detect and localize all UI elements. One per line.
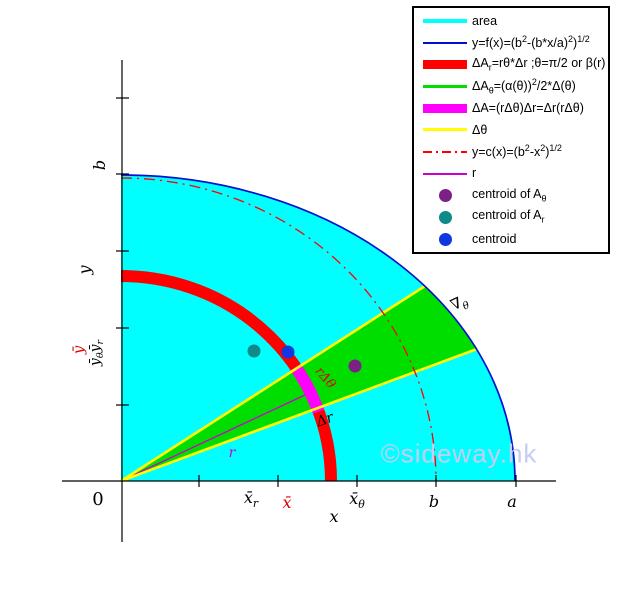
legend-row-centroid-atheta: centroid of Aθ: [414, 185, 608, 206]
centroid-ar-swatch: [438, 210, 452, 224]
cx-dashdot-swatch: [423, 150, 467, 153]
ybar-cluster-label: ȳθȳr: [87, 339, 107, 367]
legend-row-area: area: [414, 10, 608, 31]
y-axis-ticks: [116, 97, 129, 406]
a-tick-label-x: a: [507, 492, 517, 511]
legend-row-dA: ΔA=(rΔθ)Δr=Δr(rΔθ): [414, 98, 608, 119]
ring-area-r: [120, 270, 337, 482]
sector-edge-upper: [120, 284, 426, 483]
dAtheta-line-swatch: [423, 84, 467, 88]
ellipse-curve: [120, 174, 516, 482]
x-axis-ticks: [198, 475, 517, 487]
legend-label: ΔAθ=(α(θ))2/2*Δ(θ): [472, 76, 576, 96]
ybar-label: ȳ: [69, 345, 88, 355]
legend-label: y=c(x)=(b2-x2)1/2: [472, 143, 562, 160]
legend-row-dAtheta: ΔAθ=(α(θ))2/2*Δ(θ): [414, 76, 608, 97]
legend-label: r: [472, 166, 477, 181]
legend-row-cx: y=c(x)=(b2-x2)1/2: [414, 141, 608, 162]
legend-row-dAr: ΔAr=rθ*Δr ;θ=π/2 or β(r): [414, 54, 608, 75]
watermark: ©sideway.hk: [380, 438, 538, 469]
fx-line-swatch: [423, 41, 467, 44]
legend-row-centroid-ar: centroid of Ar: [414, 207, 608, 228]
legend-label: centroid of Aθ: [472, 186, 547, 204]
dtheta-line-swatch: [423, 128, 467, 132]
b-tick-label-y: b: [90, 159, 109, 171]
centroid-dot: [281, 345, 295, 359]
legend-label: centroid of Ar: [472, 208, 545, 225]
legend-label: Δθ: [472, 122, 488, 137]
legend-label: area: [472, 13, 498, 28]
xbar-label: x̄: [282, 493, 292, 512]
r-annotation: r: [228, 445, 236, 461]
sector-edge-lower: [120, 347, 478, 483]
legend-row-dtheta: Δθ: [414, 119, 608, 140]
area-swatch: [423, 18, 467, 23]
centroid-swatch: [438, 232, 452, 246]
legend-label: ΔA=(rΔθ)Δr=Δr(rΔθ): [472, 100, 584, 115]
r-line: [120, 394, 306, 482]
centroid-atheta-swatch: [438, 188, 452, 202]
b-tick-label-x: b: [428, 492, 440, 511]
y-axis-title: y: [75, 265, 94, 275]
legend-label: centroid: [472, 231, 517, 246]
centroid-ar-dot: [247, 344, 261, 358]
legend-row-centroid: centroid: [414, 229, 608, 250]
dashdot-circle: [120, 177, 437, 482]
legend-row-fx: y=f(x)=(b2-(b*x/a)2)1/2: [414, 32, 608, 53]
area-fill: [121, 175, 515, 481]
dAr-bar-swatch: [423, 60, 467, 70]
legend-label: y=f(x)=(b2-(b*x/a)2)1/2: [472, 34, 590, 51]
xbar-theta-label: x̄θ: [349, 488, 365, 512]
x-axis-title: x: [329, 507, 339, 526]
legend-row-r: r: [414, 163, 608, 184]
r-line-swatch: [423, 172, 467, 175]
centroid-atheta-dot: [348, 359, 362, 373]
origin-label: 0: [92, 489, 104, 510]
xbar-r-label: x̄r: [243, 487, 259, 511]
legend-label: ΔAr=rθ*Δr ;θ=π/2 or β(r): [472, 55, 606, 73]
dA-bar-swatch: [423, 103, 467, 113]
legend-box: area y=f(x)=(b2-(b*x/a)2)1/2 ΔAr=rθ*Δr ;…: [412, 6, 610, 254]
